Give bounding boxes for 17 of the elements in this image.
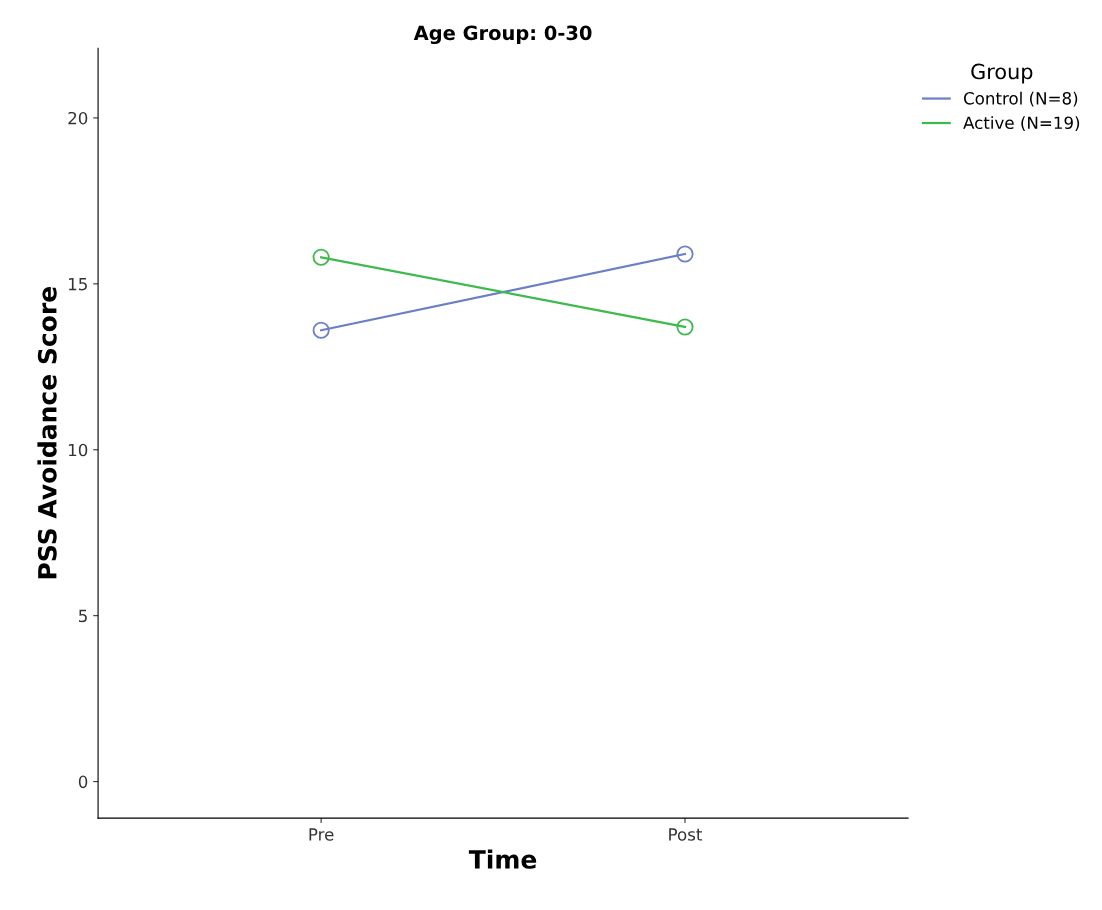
- chart-title: Age Group: 0-30: [413, 25, 592, 45]
- y-axis-title: PSS Avoidance Score: [37, 287, 57, 579]
- y-tick-label: 10: [68, 443, 88, 457]
- point: [312, 321, 330, 339]
- point: [676, 245, 694, 263]
- legend-title: Group: [971, 63, 1033, 84]
- y-tick-label: 5: [79, 609, 87, 623]
- y-tick-label: 20: [68, 111, 88, 125]
- x-tick-label: Pre: [309, 828, 334, 841]
- point: [312, 248, 330, 266]
- y-tick-label: 15: [68, 278, 87, 291]
- x-tick-label: Post: [669, 828, 703, 841]
- legend-label: Active (N=19): [963, 116, 1080, 132]
- y-tick-label: 0: [78, 775, 88, 789]
- x-axis-title: Time: [468, 849, 537, 869]
- legend-label: Control (N=8): [963, 91, 1078, 107]
- point: [676, 318, 694, 336]
